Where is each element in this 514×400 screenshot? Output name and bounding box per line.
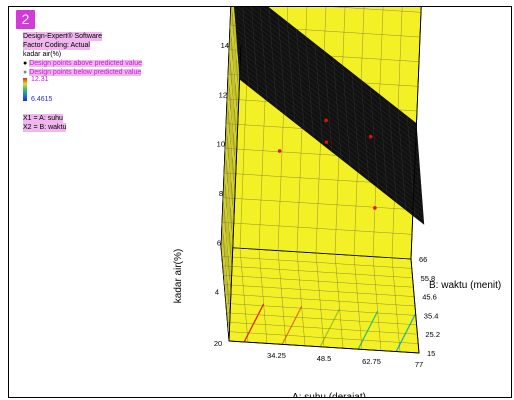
surface-grid-line bbox=[236, 33, 421, 180]
grid-line bbox=[225, 303, 416, 316]
surface-grid-line bbox=[235, 28, 421, 175]
z-tick-label: 10 bbox=[217, 140, 225, 149]
color-scale-min: 6.4615 bbox=[31, 96, 53, 103]
grid-line bbox=[226, 312, 417, 325]
design-point bbox=[324, 118, 328, 123]
x-tick-label: 62.75 bbox=[362, 357, 381, 366]
grid-line bbox=[228, 331, 419, 344]
response-label: kadar air(%) bbox=[23, 51, 62, 58]
surface-grid-line bbox=[244, 7, 419, 144]
point-above-marker: ● bbox=[23, 60, 28, 67]
grid-line bbox=[224, 7, 237, 295]
grid-line bbox=[222, 197, 414, 210]
z-tick-label: 14 bbox=[221, 41, 229, 50]
z-tick-label: 8 bbox=[219, 189, 223, 198]
grid-line bbox=[221, 256, 412, 269]
color-scale-max: 12.31 bbox=[31, 76, 49, 83]
grid-line bbox=[224, 7, 236, 285]
y-tick-label: 35.4 bbox=[424, 311, 439, 320]
design-point bbox=[324, 140, 329, 144]
chart-frame: 20 34.25 48.5 62.75 77 15 25.2 35.4 45.6 55.8 66 4 6… bbox=[8, 6, 512, 398]
y-tick-label: 25.2 bbox=[425, 330, 440, 339]
surface-grid-line bbox=[237, 54, 423, 200]
y-tick-label: 66 bbox=[419, 255, 427, 264]
z-tick-label: 4 bbox=[215, 288, 219, 297]
grid-line bbox=[223, 275, 414, 288]
surface-grid-line bbox=[256, 7, 418, 134]
color-scale-bar bbox=[23, 78, 27, 101]
y-tick-label: 55.8 bbox=[421, 274, 436, 283]
grid-line bbox=[225, 7, 238, 304]
y-axis-title: B: waktu (menit) bbox=[429, 280, 501, 291]
surface-grid-line bbox=[234, 8, 419, 154]
z-tick-label: 6 bbox=[217, 238, 221, 247]
grid-line bbox=[221, 222, 413, 235]
surface-grid-line bbox=[237, 48, 422, 195]
surface-grid-line bbox=[238, 64, 424, 210]
grid-line bbox=[223, 7, 235, 276]
grid-line bbox=[224, 293, 416, 307]
design-point bbox=[373, 206, 377, 210]
software-label: Design-Expert® Software bbox=[23, 32, 103, 41]
surface-grid-line bbox=[235, 23, 421, 170]
grid-line bbox=[333, 7, 422, 13]
surface-grid-line bbox=[236, 38, 422, 185]
axis-edge bbox=[410, 258, 420, 354]
grid-line bbox=[221, 7, 233, 257]
surface-grid-line bbox=[250, 7, 418, 139]
legend-above: ● Design points above predicted value bbox=[23, 59, 143, 68]
grid-line bbox=[224, 284, 415, 297]
point-below-marker: ● bbox=[23, 69, 28, 76]
figure-number-badge: 2 bbox=[16, 10, 35, 29]
grid-line bbox=[228, 35, 241, 332]
y-tick-label: 15 bbox=[427, 349, 435, 358]
points-below-label: Design points below predicted value bbox=[29, 69, 142, 76]
grid-line bbox=[226, 16, 239, 313]
surface-grid-line bbox=[238, 69, 424, 215]
grid-line bbox=[222, 265, 413, 278]
axis-edge bbox=[410, 7, 422, 260]
x-axis-title: A: suhu (derajat) bbox=[292, 392, 366, 398]
design-point bbox=[277, 149, 282, 153]
surface-grid-line bbox=[237, 59, 423, 205]
design-point bbox=[368, 134, 373, 139]
z-axis-title: kadar air(%) bbox=[173, 249, 184, 303]
surface-grid-line bbox=[236, 43, 422, 190]
y-tick-label: 45.6 bbox=[422, 293, 437, 302]
axis-origin-label: 20 bbox=[214, 339, 222, 348]
surface-grid-line bbox=[238, 7, 419, 149]
axis-edge bbox=[228, 44, 242, 342]
x-tick-label: 34.25 bbox=[267, 351, 286, 360]
x-tick-label: 48.5 bbox=[317, 354, 332, 363]
z-tick-label: 12 bbox=[219, 90, 227, 99]
factor-x1-label: X1 = A: suhu bbox=[23, 114, 63, 123]
points-above-label: Design points above predicted value bbox=[29, 60, 143, 67]
grid-line bbox=[227, 322, 418, 335]
surface-grid-line bbox=[234, 18, 420, 165]
surface-grid-line bbox=[262, 7, 417, 129]
factor-coding-label: Factor Coding: Actual bbox=[23, 41, 90, 50]
legend-below: ● Design points below predicted value bbox=[23, 68, 142, 77]
factor-x2-label: X2 = B: waktu bbox=[23, 123, 67, 132]
axis-edge bbox=[228, 340, 420, 354]
response-surface-chart: 20 34.25 48.5 62.75 77 15 25.2 35.4 45.6 55.8 66 4 6… bbox=[173, 7, 501, 398]
surface-grid-line bbox=[239, 74, 424, 220]
surface-grid-line bbox=[234, 13, 420, 159]
grid-line bbox=[227, 26, 240, 323]
x-tick-label: 77 bbox=[415, 360, 423, 369]
grid-line bbox=[222, 7, 234, 266]
